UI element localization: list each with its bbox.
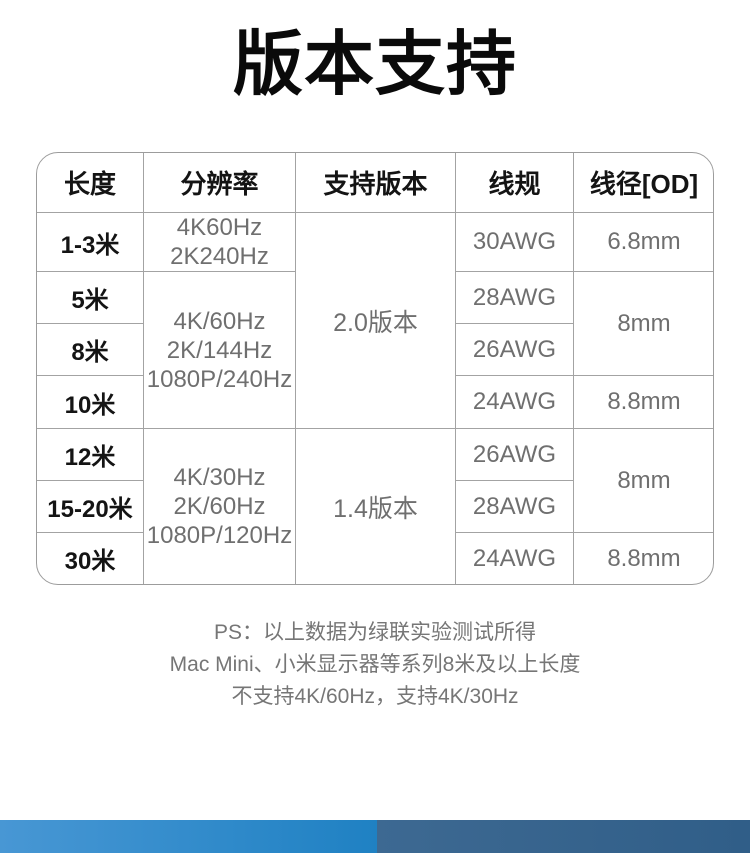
- cell-length: 12米: [37, 428, 144, 481]
- footnote-line-1: PS：以上数据为绿联实验测试所得: [213, 621, 536, 644]
- cell-length: 1-3米: [37, 212, 144, 272]
- cell-wire-gauge: 26AWG: [455, 323, 574, 376]
- cell-od: 8.8mm: [573, 375, 713, 429]
- footnotes: PS：以上数据为绿联实验测试所得 Mac Mini、小米显示器等系列8米及以上长…: [0, 617, 750, 713]
- cell-od: 6.8mm: [573, 212, 713, 272]
- table-row: 5米 4K/60Hz 2K/144Hz 1080P/240Hz 28AWG 8m…: [37, 271, 713, 429]
- cell-od: 8mm: [573, 428, 713, 533]
- cell-wire-gauge: 24AWG: [455, 532, 574, 584]
- cell-wire-gauge: 24AWG: [455, 375, 574, 429]
- spec-table: 长度 分辨率 支持版本 线规 线径[OD] 1-3米 4K60Hz 2K240H…: [37, 153, 713, 584]
- header-resolution: 分辨率: [143, 153, 296, 213]
- table-row: 15-20米 28AWG: [37, 480, 713, 533]
- header-od: 线径[OD]: [573, 153, 713, 213]
- cell-wire-gauge: 26AWG: [455, 428, 574, 481]
- bottom-bar: [0, 820, 750, 853]
- bottom-bar-right-segment: [376, 820, 750, 853]
- spec-table-container: 长度 分辨率 支持版本 线规 线径[OD] 1-3米 4K60Hz 2K240H…: [36, 152, 714, 585]
- cell-od: 8mm: [573, 271, 713, 376]
- cell-length: 8米: [37, 323, 144, 376]
- cell-length: 10米: [37, 375, 144, 429]
- bottom-bar-left-segment: [0, 820, 377, 853]
- table-row: 8米 26AWG: [37, 323, 713, 376]
- table-row: 12米 4K/30Hz 2K/60Hz 1080P/120Hz 1.4版本 26…: [37, 428, 713, 584]
- cell-length: 30米: [37, 532, 144, 584]
- cell-version-2-0: 2.0版本: [295, 212, 456, 429]
- cell-wire-gauge: 30AWG: [455, 212, 574, 272]
- page-title: 版本支持: [233, 25, 517, 103]
- footnote-line-3: 不支持4K/60Hz，支持4K/30Hz: [231, 685, 519, 708]
- footnote-line-2: Mac Mini、小米显示器等系列8米及以上长度: [169, 653, 581, 676]
- header-supported-version: 支持版本: [295, 153, 456, 213]
- cell-version-1-4: 1.4版本: [295, 428, 456, 584]
- table-row: 30米 24AWG 8.8mm: [37, 532, 713, 584]
- cell-length: 5米: [37, 271, 144, 324]
- header-length: 长度: [37, 153, 144, 213]
- cell-length: 15-20米: [37, 480, 144, 533]
- cell-od: 8.8mm: [573, 532, 713, 584]
- cell-resolution: 4K60Hz 2K240Hz: [143, 212, 296, 272]
- cell-wire-gauge: 28AWG: [455, 271, 574, 324]
- cell-resolution: 4K/30Hz 2K/60Hz 1080P/120Hz: [143, 428, 296, 584]
- cell-resolution: 4K/60Hz 2K/144Hz 1080P/240Hz: [143, 271, 296, 429]
- table-row: 1-3米 4K60Hz 2K240Hz 2.0版本 30AWG 6.8mm: [37, 212, 713, 429]
- cell-wire-gauge: 28AWG: [455, 480, 574, 533]
- header-row: 长度 分辨率 支持版本 线规 线径[OD]: [37, 153, 713, 213]
- header-wire-gauge: 线规: [455, 153, 574, 213]
